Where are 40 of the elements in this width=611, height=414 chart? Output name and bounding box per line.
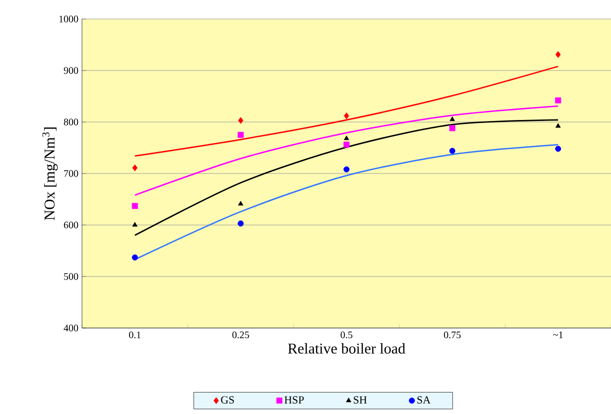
- line-series: [134, 105, 559, 196]
- point: [450, 116, 455, 122]
- x-tick-label: 0.25: [232, 332, 250, 338]
- point: [132, 254, 138, 260]
- y-axis-title: NOx [mg/Nm$^{3}$]: [42, 128, 58, 220]
- x-axis-title: Relative boiler load: [288, 343, 406, 354]
- point: [344, 135, 350, 140]
- line-series: [134, 119, 559, 236]
- y-tick-label: 900: [64, 67, 78, 74]
- x-tick-label: 0.1: [129, 332, 141, 338]
- point: [238, 132, 244, 138]
- x-tick-label: 0.75: [444, 332, 461, 338]
- point: [238, 220, 244, 226]
- point: [132, 202, 138, 209]
- point: [449, 125, 456, 132]
- point: [555, 97, 562, 104]
- point: [238, 117, 244, 124]
- legend-label: HSP: [284, 396, 304, 404]
- point: [556, 51, 561, 58]
- point: [555, 146, 562, 152]
- x-tick-label: ~1: [553, 332, 563, 338]
- x-tick-label: 0.5: [340, 332, 352, 338]
- legend-label: GS: [221, 396, 234, 404]
- point: [555, 123, 561, 128]
- line-series: [134, 66, 559, 157]
- point: [344, 166, 350, 172]
- point: [449, 148, 456, 154]
- y-tick-label: 500: [64, 273, 78, 280]
- point: [344, 112, 350, 120]
- legend-label: SH: [354, 396, 367, 404]
- point: [132, 222, 138, 227]
- point: [132, 164, 138, 172]
- y-tick-label: 1000: [59, 16, 78, 22]
- point: [344, 142, 350, 148]
- y-tick-label: 600: [64, 222, 78, 228]
- y-tick-label: 400: [64, 324, 78, 332]
- legend-label: SA: [417, 396, 431, 404]
- point: [238, 200, 244, 206]
- y-tick-label: 800: [64, 118, 78, 126]
- y-tick-label: 700: [64, 170, 78, 177]
